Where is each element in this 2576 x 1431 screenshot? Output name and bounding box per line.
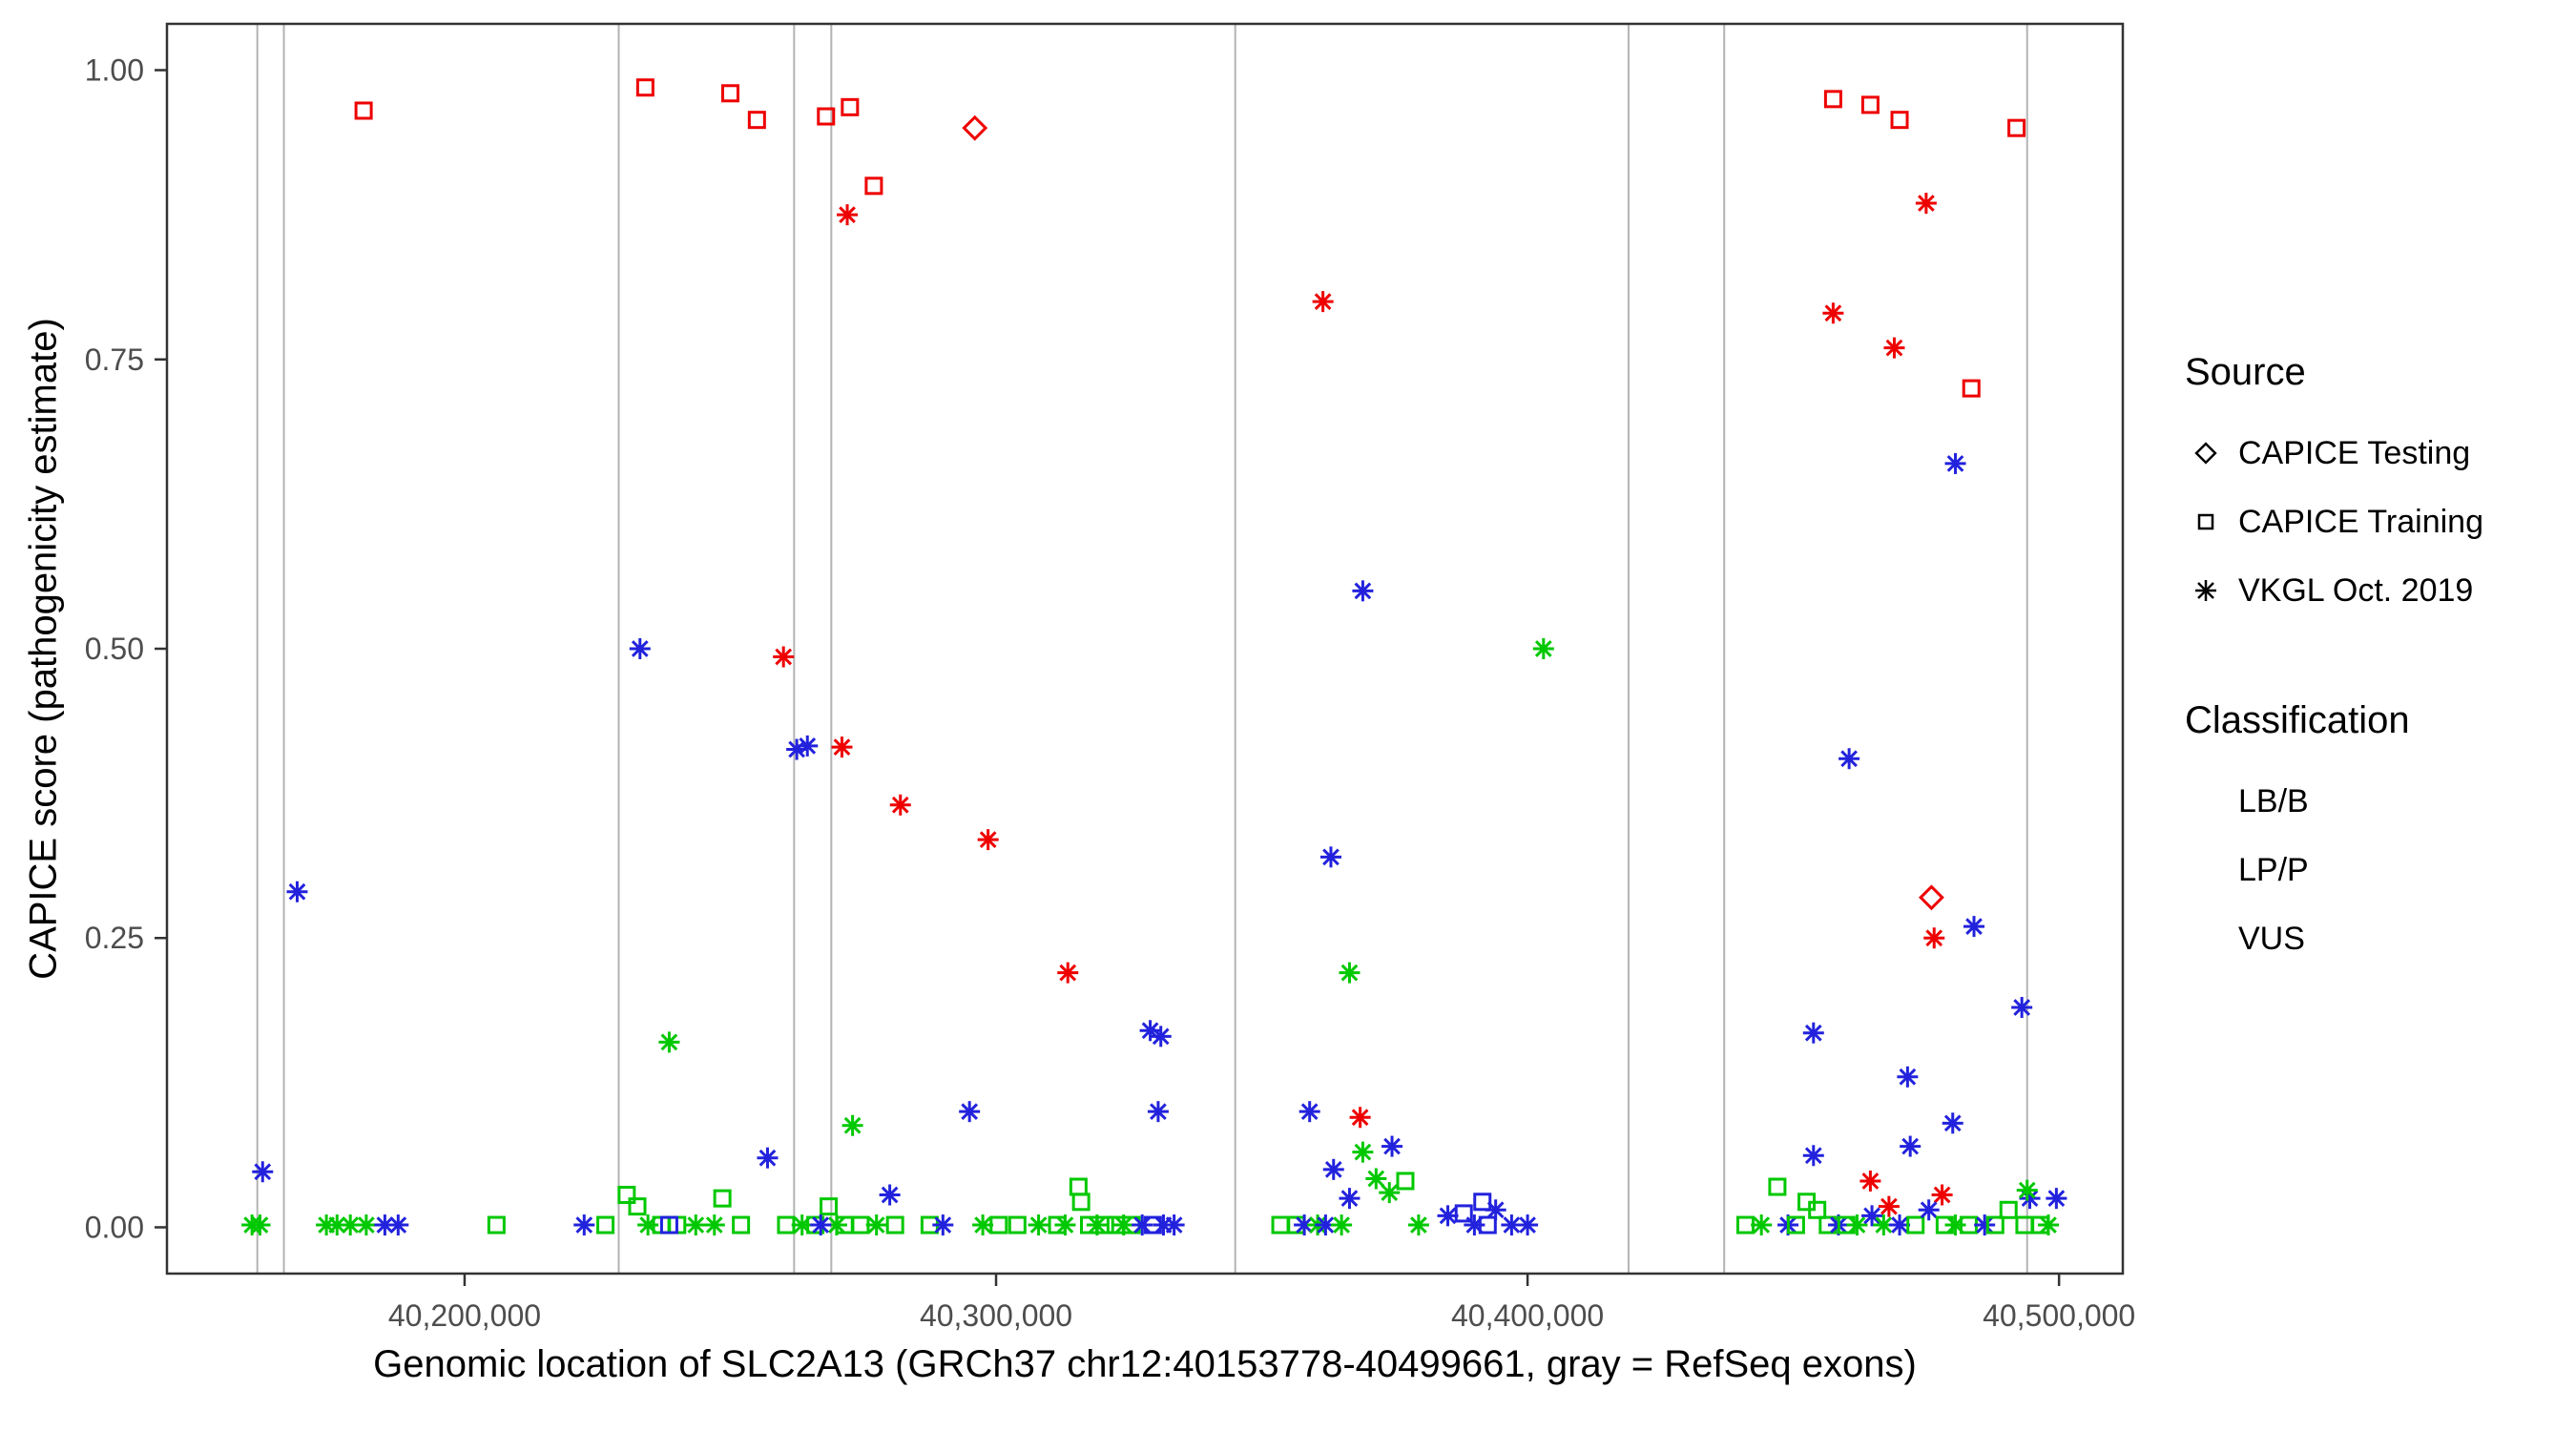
legend: Source CAPICE Testing CAPICE Training: [2185, 351, 2566, 973]
y-axis-title: CAPICE score (pathogenicity estimate): [22, 318, 65, 980]
svg-text:40,400,000: 40,400,000: [1451, 1298, 1604, 1333]
green-dot-icon: [2185, 780, 2227, 822]
svg-text:0.25: 0.25: [85, 921, 144, 955]
legend-label: LB/B: [2238, 782, 2309, 819]
legend-label: VKGL Oct. 2019: [2238, 571, 2474, 609]
blue-dot-icon: [2185, 918, 2227, 960]
legend-label: VUS: [2238, 920, 2305, 957]
legend-item-vus: VUS: [2185, 904, 2566, 973]
svg-text:0.50: 0.50: [85, 632, 144, 666]
legend-section-source: Source CAPICE Testing CAPICE Training: [2185, 351, 2566, 625]
legend-title-source: Source: [2185, 351, 2306, 393]
svg-text:40,500,000: 40,500,000: [1983, 1298, 2135, 1333]
legend-label: LP/P: [2238, 851, 2309, 888]
legend-section-classification: Classification LB/B LP/P VUS: [2185, 699, 2566, 973]
svg-text:40,300,000: 40,300,000: [920, 1298, 1072, 1333]
svg-text:0.75: 0.75: [85, 342, 144, 377]
legend-label: CAPICE Testing: [2238, 434, 2471, 471]
legend-title-classification: Classification: [2185, 699, 2410, 741]
legend-label: CAPICE Training: [2238, 503, 2483, 540]
svg-text:40,200,000: 40,200,000: [388, 1298, 541, 1333]
legend-item-lpp: LP/P: [2185, 836, 2566, 904]
legend-item-vkgl: VKGL Oct. 2019: [2185, 556, 2566, 625]
legend-item-capice-training: CAPICE Training: [2185, 487, 2566, 556]
diamond-icon: [2194, 442, 2217, 465]
legend-item-capice-testing: CAPICE Testing: [2185, 419, 2566, 487]
svg-text:1.00: 1.00: [85, 53, 144, 88]
legend-item-lbb: LB/B: [2185, 767, 2566, 836]
asterisk-icon: [2195, 580, 2216, 601]
red-dot-icon: [2185, 849, 2227, 891]
svg-text:0.00: 0.00: [85, 1210, 144, 1244]
x-axis-title: Genomic location of SLC2A13 (GRCh37 chr1…: [373, 1343, 1917, 1385]
square-icon: [2197, 513, 2214, 530]
